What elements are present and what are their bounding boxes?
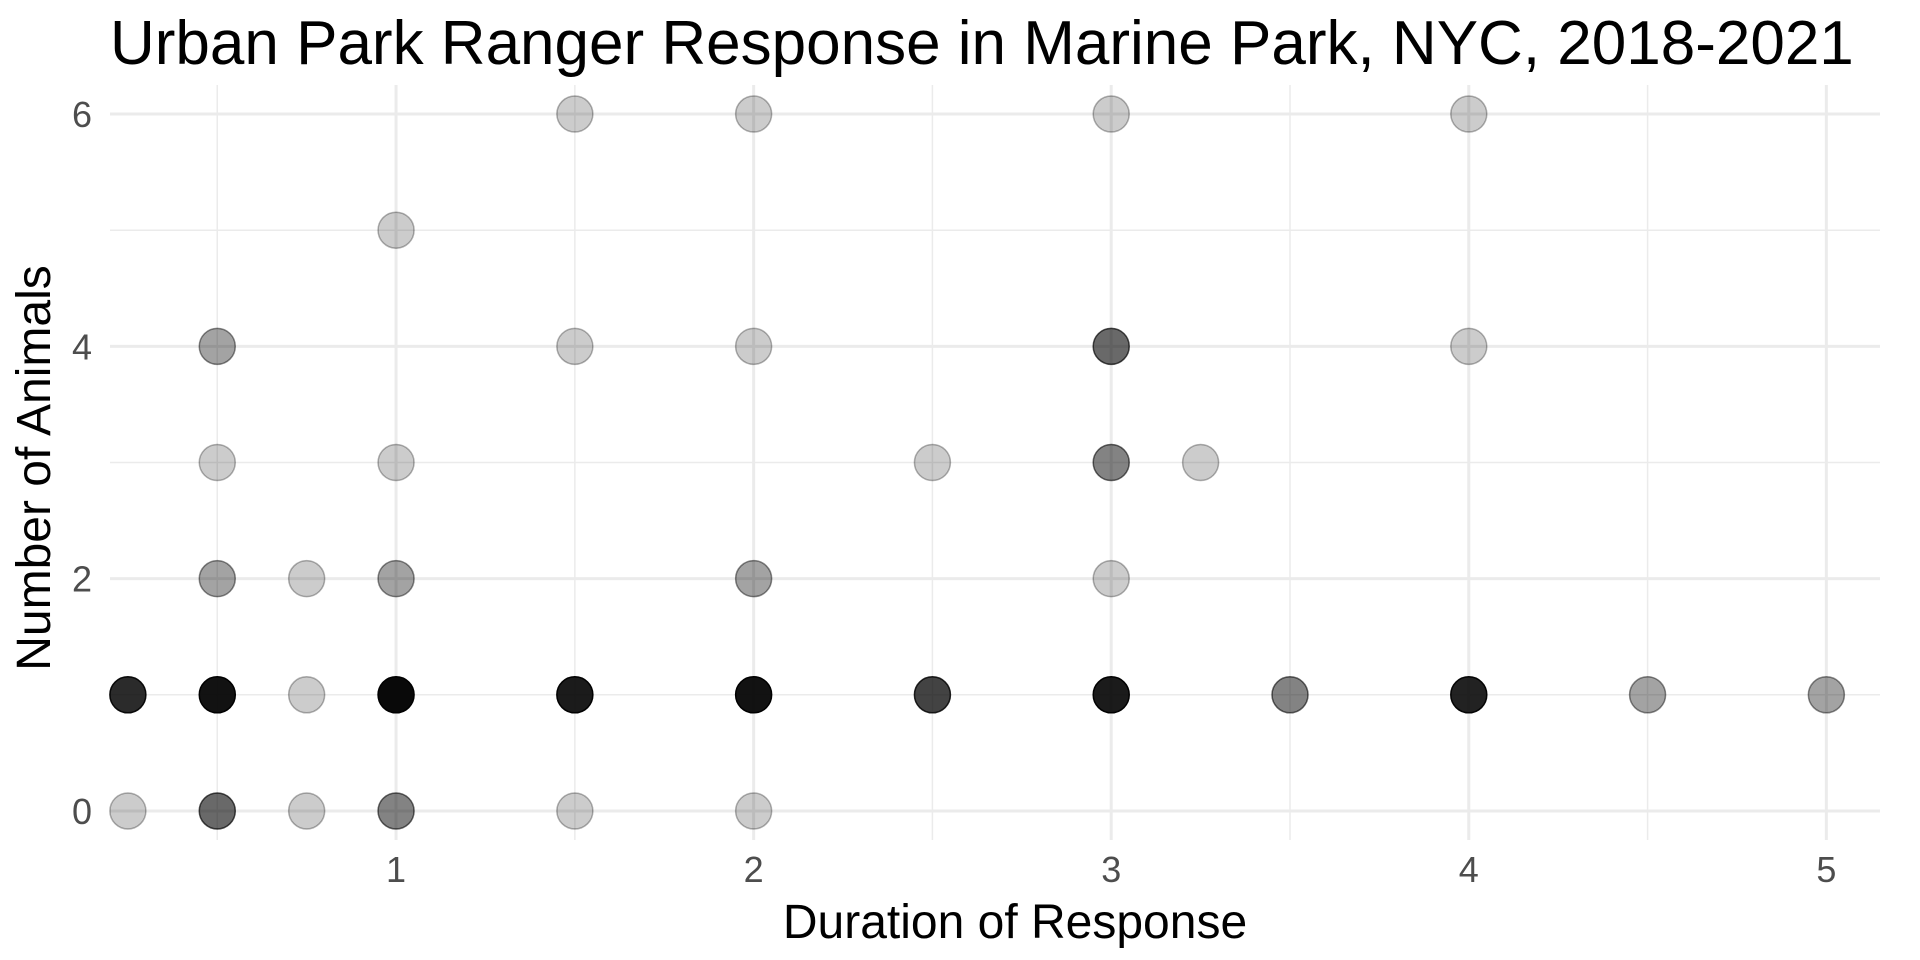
- y-axis-ticks: 0 2 4 6: [72, 94, 92, 832]
- data-point: [109, 792, 147, 830]
- data-point: [377, 792, 415, 830]
- y-tick-label: 4: [72, 326, 92, 367]
- data-point: [913, 443, 952, 482]
- x-axis-ticks: 1 2 3 4 5: [386, 849, 1836, 890]
- data-point: [734, 327, 773, 366]
- data-point: [198, 676, 237, 714]
- data-point: [287, 676, 326, 714]
- data-point: [109, 676, 147, 714]
- data-point: [377, 443, 415, 482]
- data-point: [734, 95, 773, 133]
- y-axis-title: Number of Animals: [8, 265, 61, 671]
- data-point: [734, 559, 773, 598]
- data-point: [377, 211, 415, 249]
- data-point: [556, 327, 594, 366]
- y-tick-label: 0: [72, 791, 92, 832]
- grid-lines: [110, 85, 1880, 840]
- data-point: [1450, 327, 1488, 366]
- data-point: [1092, 95, 1130, 133]
- data-point: [287, 559, 326, 598]
- x-axis-title: Duration of Response: [783, 896, 1247, 949]
- data-point: [556, 95, 594, 133]
- data-point: [198, 792, 237, 830]
- data-point: [1181, 443, 1220, 482]
- data-point: [287, 792, 326, 830]
- data-point: [1092, 559, 1130, 598]
- chart-title: Urban Park Ranger Response in Marine Par…: [110, 9, 1854, 78]
- data-point: [198, 327, 237, 366]
- data-point: [1628, 676, 1667, 714]
- data-point: [198, 443, 237, 482]
- data-point: [734, 676, 773, 714]
- data-point: [1092, 327, 1130, 366]
- x-tick-label: 5: [1816, 849, 1836, 890]
- data-point: [1092, 443, 1130, 482]
- data-point: [1807, 676, 1846, 714]
- data-point: [377, 676, 415, 714]
- data-point: [1271, 676, 1309, 714]
- data-point: [556, 676, 594, 714]
- data-point: [1092, 676, 1130, 714]
- x-tick-label: 3: [1101, 849, 1121, 890]
- x-tick-label: 4: [1459, 849, 1479, 890]
- x-tick-label: 2: [744, 849, 764, 890]
- data-point: [913, 676, 952, 714]
- y-tick-label: 2: [72, 559, 92, 600]
- data-point: [556, 792, 594, 830]
- data-point: [734, 792, 773, 830]
- data-point: [1450, 676, 1488, 714]
- x-tick-label: 1: [386, 849, 406, 890]
- y-tick-label: 6: [72, 94, 92, 135]
- data-point: [1450, 95, 1488, 133]
- data-points: [109, 95, 1846, 830]
- data-point: [198, 559, 237, 598]
- data-point: [377, 559, 415, 598]
